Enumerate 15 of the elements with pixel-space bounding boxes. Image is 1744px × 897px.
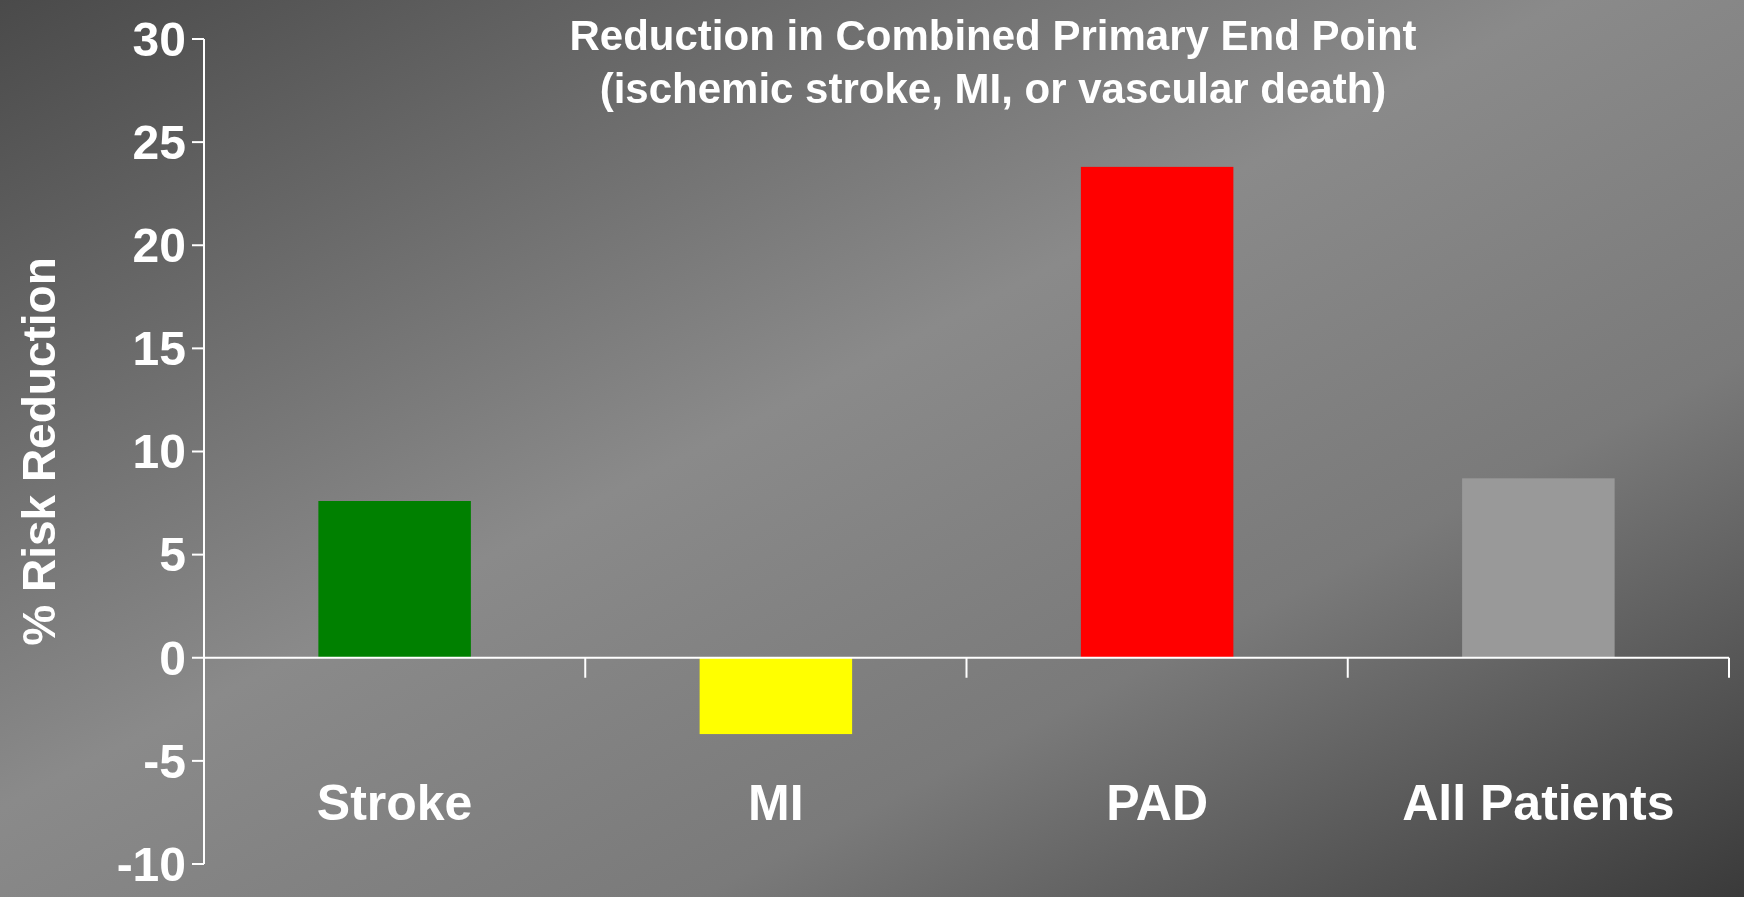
x-tick-label: All Patients	[1402, 774, 1675, 831]
y-tick-label: -5	[143, 734, 186, 788]
y-tick-label: 25	[132, 115, 186, 169]
y-tick-label: -10	[116, 837, 186, 891]
y-tick-label: 30	[132, 12, 186, 66]
x-tick-label: MI	[748, 774, 804, 831]
chart-title: Reduction in Combined Primary End Point (ischemic stroke, MI, or vascular death)	[569, 12, 1417, 112]
x-tick-label: PAD	[1106, 774, 1209, 831]
y-tick-label: 5	[159, 528, 186, 582]
y-axis-title: % Risk Reduction	[13, 257, 65, 646]
y-tick-label: 20	[132, 219, 186, 273]
y-tick-label: 0	[159, 631, 186, 685]
y-tick-label: 15	[132, 322, 186, 376]
x-tick-label: Stroke	[316, 774, 473, 831]
y-tick-label: 10	[132, 425, 186, 479]
